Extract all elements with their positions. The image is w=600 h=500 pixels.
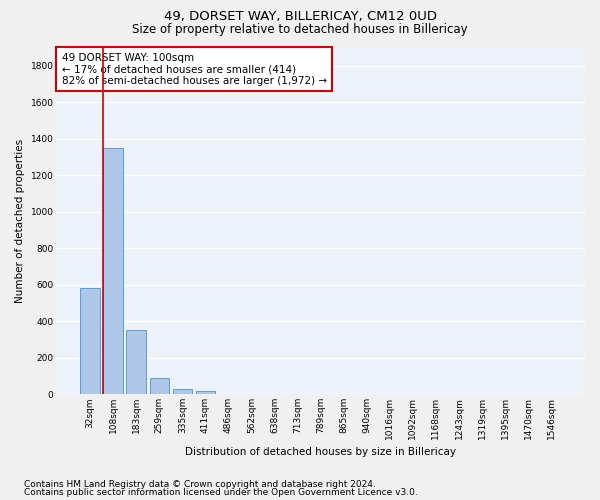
Bar [127, 330, 146, 394]
Bar [80, 288, 100, 395]
Bar [149, 378, 169, 394]
Text: Size of property relative to detached houses in Billericay: Size of property relative to detached ho… [132, 22, 468, 36]
Text: Contains public sector information licensed under the Open Government Licence v3: Contains public sector information licen… [24, 488, 418, 497]
Text: 49 DORSET WAY: 100sqm
← 17% of detached houses are smaller (414)
82% of semi-det: 49 DORSET WAY: 100sqm ← 17% of detached … [62, 52, 327, 86]
Bar [103, 148, 123, 394]
Y-axis label: Number of detached properties: Number of detached properties [15, 139, 25, 303]
Bar [196, 390, 215, 394]
Bar [173, 389, 192, 394]
Text: Contains HM Land Registry data © Crown copyright and database right 2024.: Contains HM Land Registry data © Crown c… [24, 480, 376, 489]
X-axis label: Distribution of detached houses by size in Billericay: Distribution of detached houses by size … [185, 448, 456, 458]
Text: 49, DORSET WAY, BILLERICAY, CM12 0UD: 49, DORSET WAY, BILLERICAY, CM12 0UD [163, 10, 437, 23]
